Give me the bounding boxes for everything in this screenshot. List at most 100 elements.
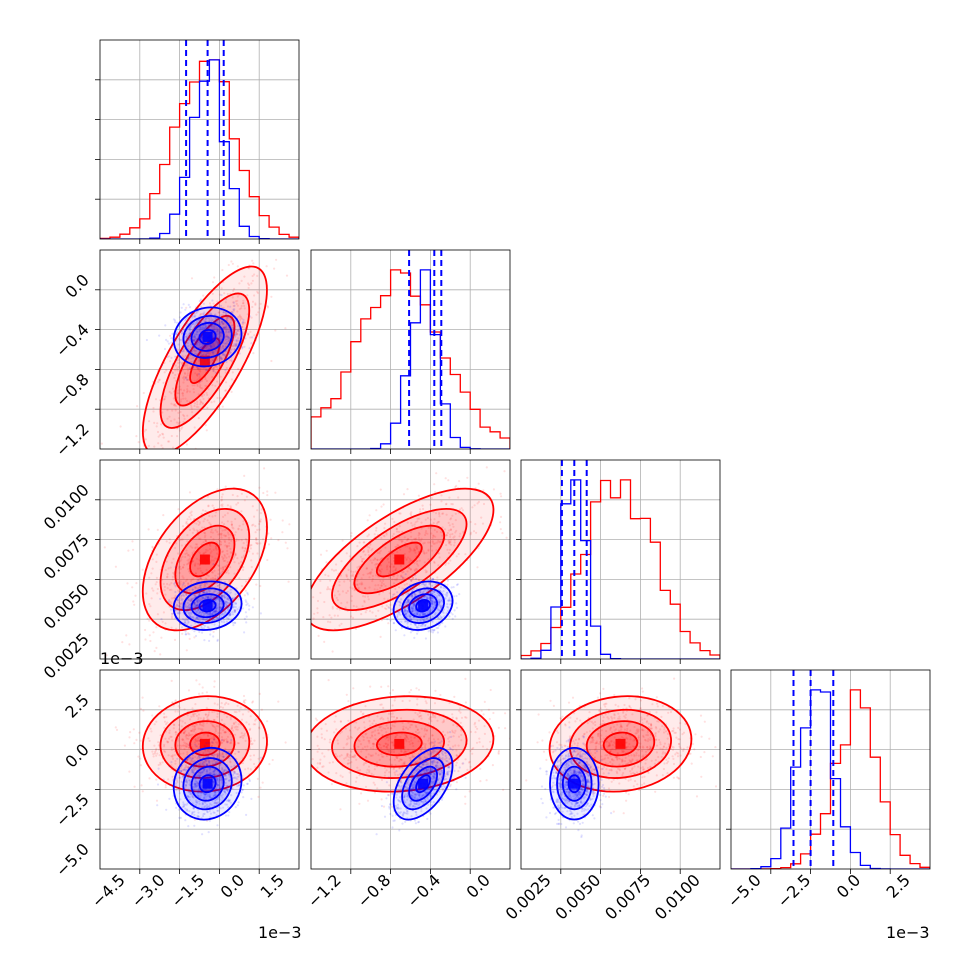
scatter-point-red <box>366 595 370 598</box>
scatter-point-red <box>217 568 220 572</box>
scatter-point-red <box>394 569 397 572</box>
scatter-point-red <box>200 578 203 581</box>
scatter-point-red <box>236 329 239 332</box>
scatter-point-red <box>173 463 175 465</box>
scatter-point-red <box>398 538 401 542</box>
scatter-point-red <box>219 532 222 536</box>
scatter-point-blue <box>404 573 407 576</box>
scatter-point-red <box>256 552 259 555</box>
scatter-point-red <box>346 601 349 604</box>
scatter-point-red <box>234 335 237 338</box>
scatter-point-blue <box>455 594 458 598</box>
scatter-point-blue <box>203 327 206 330</box>
scatter-point-red <box>192 527 195 530</box>
scatter-point-red <box>164 465 166 467</box>
scatter-point-red <box>166 587 169 590</box>
scatter-point-blue <box>217 624 220 627</box>
scatter-point-blue <box>185 593 188 597</box>
scatter-point-red <box>233 287 236 290</box>
scatter-point-red <box>161 620 164 623</box>
scatter-point-red <box>168 538 171 541</box>
scatter-point-red <box>228 542 231 545</box>
scatter-point-blue <box>184 620 187 624</box>
scatter-point-red <box>237 562 240 565</box>
scatter-point-red <box>186 540 189 543</box>
scatter-point-red <box>225 546 229 549</box>
scatter-point-blue <box>198 344 201 347</box>
scatter-point-blue <box>211 351 214 354</box>
scatter-point-red <box>409 568 412 571</box>
scatter-point-red <box>226 520 229 523</box>
scatter-point-red <box>429 503 432 506</box>
scatter-point-red <box>385 533 388 536</box>
scatter-point-blue <box>191 322 195 325</box>
scatter-point-red <box>354 627 358 631</box>
scatter-point-red <box>182 381 185 384</box>
scatter-point-red <box>237 339 240 342</box>
scatter-point-red <box>419 508 422 511</box>
scatter-point-blue <box>199 352 202 355</box>
scatter-point-red <box>221 503 224 506</box>
scatter-point-red <box>128 643 131 646</box>
scatter-point-red <box>211 504 214 507</box>
scatter-point-red <box>441 534 444 537</box>
scatter-point-red <box>187 570 191 573</box>
scatter-point-red <box>251 274 254 278</box>
scatter-point-blue <box>180 607 183 610</box>
scatter-point-red <box>416 520 419 523</box>
scatter-point-blue <box>184 341 188 344</box>
scatter-point-red <box>219 586 222 589</box>
scatter-point-red <box>256 777 259 781</box>
scatter-point-red <box>183 415 186 418</box>
scatter-point-blue <box>231 598 234 601</box>
scatter-point-red <box>191 546 194 549</box>
scatter-point-red <box>197 417 200 420</box>
scatter-point-red <box>215 547 218 550</box>
scatter-point-red <box>160 444 163 447</box>
scatter-point-blue <box>220 331 223 334</box>
scatter-point-red <box>231 296 234 299</box>
scatter-point-blue <box>213 610 216 613</box>
scatter-point-red <box>451 503 454 506</box>
scatter-point-blue <box>207 619 210 623</box>
scatter-point-red <box>201 395 204 398</box>
scatter-point-blue <box>203 639 206 642</box>
scatter-point-red <box>236 557 239 560</box>
scatter-point-blue <box>389 619 392 622</box>
scatter-point-blue <box>171 612 174 615</box>
scatter-point-red <box>230 523 233 526</box>
scatter-point-blue <box>217 332 220 335</box>
scatter-point-red <box>239 560 243 564</box>
scatter-point-red <box>492 488 495 491</box>
scatter-point-red <box>202 552 205 555</box>
scatter-point-red <box>178 605 181 608</box>
scatter-point-red <box>206 574 209 577</box>
scatter-point-blue <box>196 603 200 607</box>
scatter-point-red <box>240 304 243 308</box>
scatter-point-blue <box>203 344 206 347</box>
scatter-point-red <box>185 649 188 652</box>
scatter-point-blue <box>234 596 237 599</box>
scatter-point-blue <box>226 597 229 601</box>
scatter-point-red <box>208 348 211 351</box>
scatter-point-red <box>229 505 232 508</box>
scatter-point-red <box>236 333 239 336</box>
scatter-point-red <box>222 568 225 571</box>
scatter-point-blue <box>220 338 223 341</box>
scatter-point-blue <box>196 618 199 621</box>
scatter-point-red <box>219 543 222 546</box>
scatter-point-red <box>227 533 230 536</box>
scatter-point-red <box>338 624 341 627</box>
scatter-point-blue <box>226 601 229 605</box>
scatter-point-blue <box>229 613 232 616</box>
scatter-point-red <box>454 485 457 489</box>
scatter-point-blue <box>228 592 231 595</box>
scatter-point-red <box>178 539 181 542</box>
scatter-point-blue <box>196 338 199 341</box>
scatter-point-blue <box>204 318 207 321</box>
scatter-point-blue <box>234 609 237 612</box>
scatter-point-red <box>424 569 427 572</box>
scatter-point-red <box>391 578 394 581</box>
scatter-point-red <box>196 403 199 406</box>
scatter-point-red <box>287 599 289 601</box>
